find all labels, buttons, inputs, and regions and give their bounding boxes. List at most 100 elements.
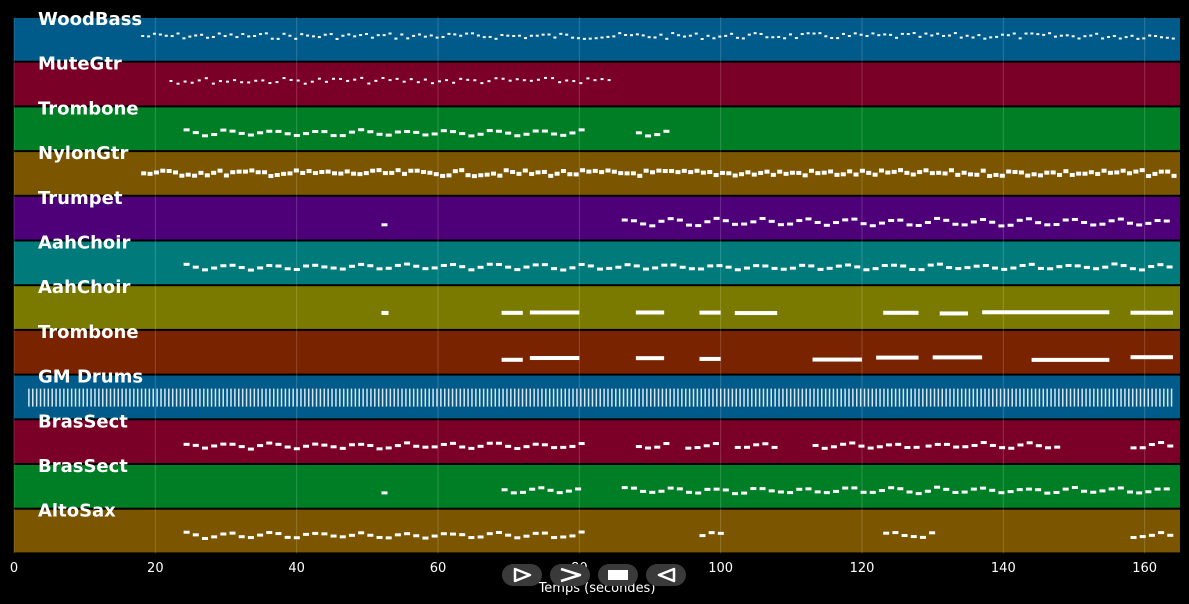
note-mark xyxy=(883,531,890,535)
note-mark xyxy=(892,531,899,535)
note-mark xyxy=(522,79,526,82)
note-mark xyxy=(568,388,570,407)
note-mark xyxy=(670,263,677,267)
note-mark xyxy=(782,388,784,407)
note-mark xyxy=(319,388,322,407)
note-mark xyxy=(726,171,732,176)
note-mark xyxy=(214,388,217,407)
note-mark xyxy=(1130,536,1137,540)
note-mark xyxy=(747,33,751,36)
note-mark xyxy=(698,267,705,271)
note-mark xyxy=(840,388,842,407)
note-mark xyxy=(638,388,640,407)
note-mark xyxy=(409,388,411,407)
note-mark xyxy=(900,32,904,35)
note-mark xyxy=(970,220,977,224)
note-mark xyxy=(1035,488,1042,492)
note-mark xyxy=(429,34,433,37)
note-mark xyxy=(925,388,928,407)
note-mark xyxy=(346,388,349,407)
note-mark xyxy=(747,388,749,407)
note-mark xyxy=(330,534,337,538)
note-mark xyxy=(750,487,757,491)
note-mark xyxy=(801,388,804,407)
note-mark xyxy=(324,80,328,83)
note-mark xyxy=(257,131,264,135)
note-mark xyxy=(515,78,519,81)
note-mark xyxy=(1090,223,1097,227)
note-mark xyxy=(306,34,310,37)
note-mark xyxy=(395,168,401,173)
note-mark xyxy=(397,388,399,407)
note-mark xyxy=(505,265,512,269)
rewind-button[interactable] xyxy=(646,564,686,586)
note-mark xyxy=(667,217,674,221)
note-mark xyxy=(842,486,849,490)
note-mark xyxy=(851,217,858,221)
note-mark xyxy=(658,219,665,223)
note-mark xyxy=(438,80,441,83)
note-mark xyxy=(218,80,222,83)
note-mark xyxy=(288,34,292,37)
note-mark xyxy=(32,388,34,407)
note-mark xyxy=(663,442,670,446)
track-lane xyxy=(14,465,1180,508)
note-mark xyxy=(117,388,120,407)
note-mark xyxy=(420,388,423,407)
note-mark xyxy=(382,171,388,176)
note-mark xyxy=(977,34,981,37)
note-mark xyxy=(777,490,784,494)
note-mark xyxy=(179,388,182,407)
note-mark xyxy=(783,37,787,40)
forward-button[interactable] xyxy=(550,564,590,586)
note-mark xyxy=(973,264,980,268)
note-mark xyxy=(200,33,204,36)
note-mark xyxy=(1011,388,1013,407)
note-mark xyxy=(980,486,987,490)
note-mark xyxy=(211,170,217,175)
note-mark xyxy=(164,388,166,407)
note-mark xyxy=(681,388,683,407)
note-mark xyxy=(51,388,53,407)
note-mark xyxy=(367,264,374,268)
note-mark xyxy=(980,168,986,173)
note-mark xyxy=(999,388,1002,407)
note-mark xyxy=(576,37,580,40)
note-mark xyxy=(1120,388,1122,407)
note-mark xyxy=(817,267,824,271)
note-mark xyxy=(1130,310,1173,315)
note-mark xyxy=(719,388,722,407)
note-mark xyxy=(330,134,337,138)
note-mark xyxy=(1057,172,1063,177)
note-mark xyxy=(408,168,414,173)
note-mark xyxy=(900,264,907,268)
note-mark xyxy=(906,33,910,36)
note-mark xyxy=(777,169,783,174)
note-mark xyxy=(766,388,769,407)
note-mark xyxy=(734,445,741,449)
note-mark xyxy=(268,82,272,85)
note-mark xyxy=(1044,170,1050,175)
note-mark xyxy=(133,388,135,407)
note-mark xyxy=(1158,441,1165,445)
note-mark xyxy=(47,388,50,407)
note-mark xyxy=(319,170,325,175)
stop-button[interactable] xyxy=(598,564,638,586)
note-mark xyxy=(274,173,280,178)
note-mark xyxy=(1151,388,1153,407)
note-mark xyxy=(218,388,221,407)
note-mark xyxy=(952,490,959,494)
note-mark xyxy=(618,388,621,407)
note-mark xyxy=(447,388,450,407)
forward-icon xyxy=(560,567,582,583)
note-mark xyxy=(704,220,711,224)
note-mark xyxy=(385,536,392,540)
note-mark xyxy=(872,267,879,271)
track-labels: WoodBass MuteGtr Trombone NylonGtr Trumpet Aa… xyxy=(38,9,143,522)
note-mark xyxy=(1095,32,1099,35)
tracks-layer xyxy=(14,18,1180,553)
note-mark xyxy=(245,388,248,407)
note-mark xyxy=(796,487,803,491)
play-button[interactable] xyxy=(502,564,542,586)
note-mark xyxy=(358,442,365,446)
